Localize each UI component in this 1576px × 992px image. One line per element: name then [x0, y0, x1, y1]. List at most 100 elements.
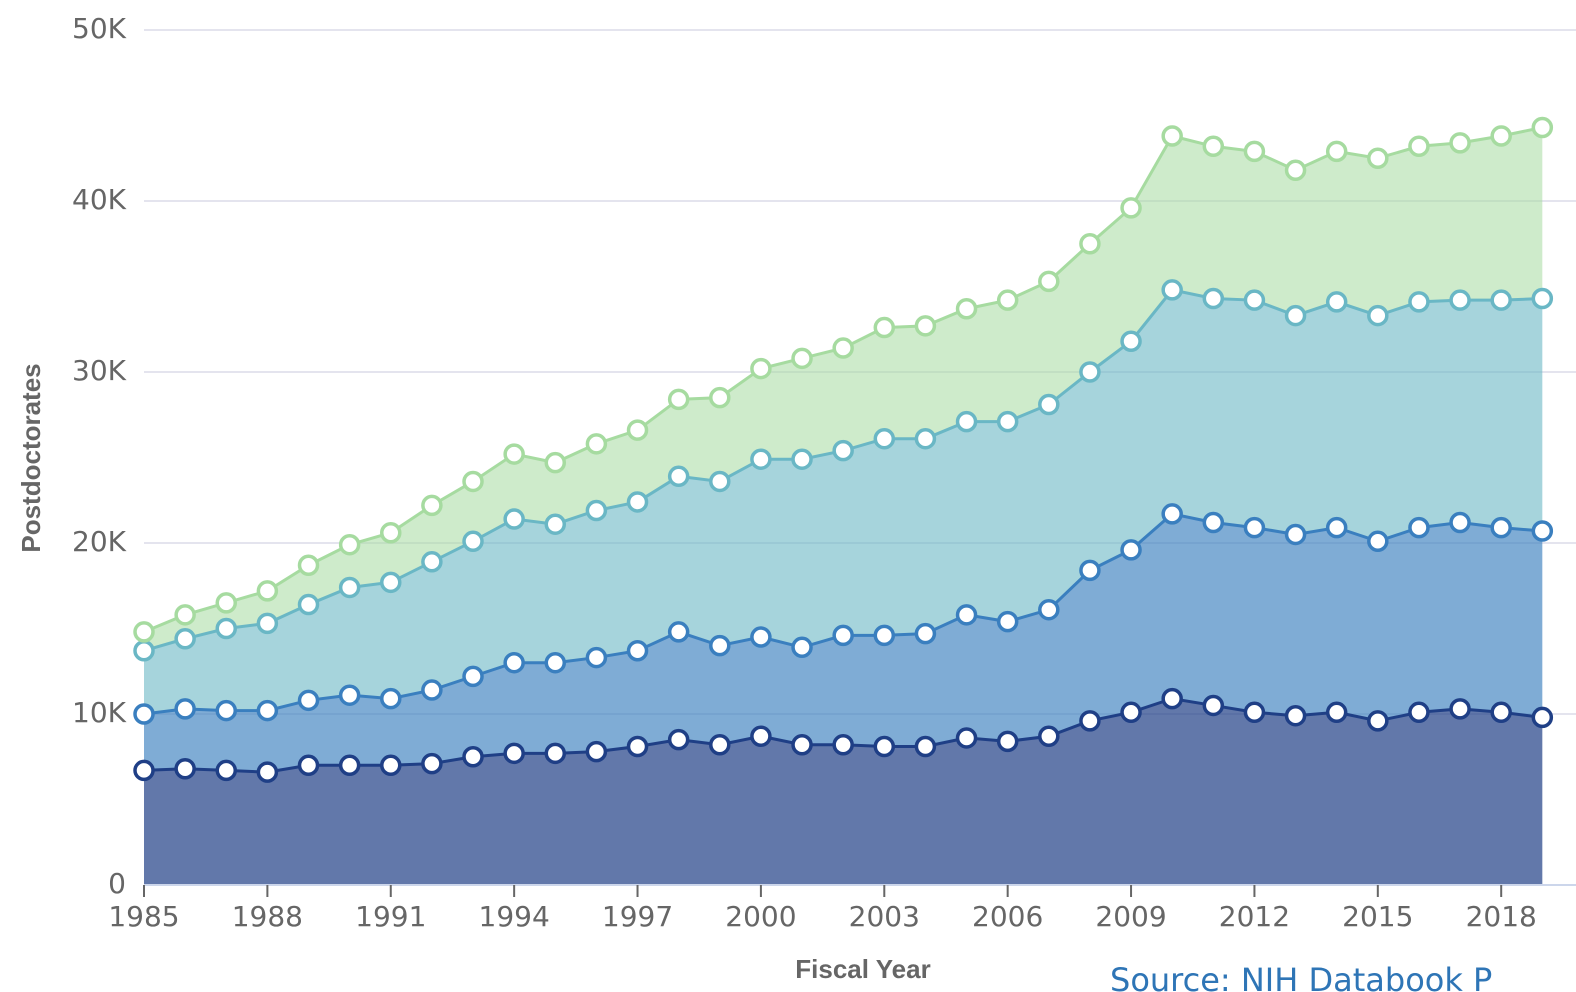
point-marker [1202, 511, 1225, 534]
point-marker [297, 754, 320, 777]
point-marker [338, 754, 361, 777]
point-marker [996, 610, 1019, 633]
point-marker [585, 433, 608, 455]
point-marker [626, 735, 649, 758]
point-marker [133, 639, 155, 662]
y-axis-title: Postdoctorates [16, 363, 46, 552]
point-marker [585, 740, 608, 763]
point-marker [544, 513, 567, 535]
point-marker [462, 530, 484, 553]
x-tick-label: 1997 [602, 900, 673, 933]
point-marker [1325, 291, 1348, 313]
point-marker [503, 651, 525, 674]
point-marker [1325, 701, 1348, 724]
x-tick-label: 1991 [355, 900, 426, 933]
point-marker [1408, 291, 1430, 313]
point-marker [544, 651, 567, 674]
y-tick-label: 0 [108, 867, 126, 900]
point-marker [380, 754, 402, 777]
point-marker [215, 759, 238, 782]
point-marker [297, 689, 320, 712]
x-tick-label: 1988 [232, 900, 303, 933]
point-marker [462, 746, 484, 768]
point-marker [709, 386, 731, 409]
point-marker [914, 735, 937, 758]
point-marker [133, 621, 155, 643]
point-marker [1490, 516, 1512, 539]
point-marker [297, 554, 320, 576]
point-marker [955, 727, 978, 749]
point-marker [832, 337, 854, 359]
point-marker [873, 624, 896, 647]
point-marker [1079, 710, 1101, 732]
point-marker [996, 289, 1019, 311]
y-tick-label: 10K [72, 696, 127, 729]
point-marker [1161, 125, 1183, 147]
point-marker [955, 410, 978, 433]
point-marker [256, 761, 279, 783]
point-marker [1120, 539, 1142, 561]
point-marker [133, 759, 155, 782]
point-marker [380, 571, 402, 594]
point-marker [750, 725, 772, 747]
area [144, 289, 1543, 714]
point-marker [750, 357, 772, 380]
point-marker [996, 730, 1019, 753]
point-marker [421, 752, 443, 775]
point-marker [791, 734, 813, 756]
point-marker [1079, 361, 1101, 383]
point-marker [215, 617, 238, 640]
x-tick-label: 2018 [1466, 900, 1537, 933]
point-marker [544, 742, 567, 765]
point-marker [709, 470, 731, 493]
point-marker [215, 699, 238, 722]
point-marker [1161, 503, 1183, 525]
point-marker [667, 621, 690, 643]
point-marker [256, 580, 279, 602]
point-marker [297, 593, 320, 616]
area [144, 698, 1543, 885]
point-marker [1325, 140, 1348, 163]
point-marker [1490, 125, 1512, 147]
point-marker [667, 465, 690, 488]
point-marker [1284, 704, 1307, 727]
point-marker [1161, 279, 1183, 301]
point-marker [1284, 523, 1307, 546]
y-tick-label: 30K [72, 354, 127, 387]
point-marker [462, 470, 484, 493]
point-marker [1284, 159, 1307, 181]
point-marker [174, 757, 196, 780]
point-marker [667, 388, 690, 411]
point-marker [1038, 270, 1060, 293]
point-marker [1449, 698, 1471, 720]
point-marker [462, 665, 484, 688]
point-marker [914, 315, 937, 337]
point-marker [1243, 701, 1266, 724]
point-marker [380, 687, 402, 710]
source-note: Source: NIH Databook P [1110, 961, 1492, 992]
x-axis-title: Fiscal Year [795, 954, 930, 984]
point-marker [1202, 287, 1225, 310]
point-marker [1079, 233, 1101, 255]
point-marker [914, 622, 937, 645]
point-marker [955, 604, 978, 626]
point-marker [832, 439, 854, 462]
point-marker [1490, 701, 1512, 724]
point-marker [1161, 687, 1183, 710]
point-marker [873, 316, 896, 339]
point-marker [1367, 147, 1389, 169]
y-tick-label: 40K [72, 183, 127, 216]
point-marker [832, 734, 854, 756]
point-marker [873, 427, 896, 450]
point-marker [1243, 289, 1266, 311]
point-marker [133, 703, 155, 725]
point-marker [1038, 598, 1060, 621]
y-tick-label: 20K [72, 525, 127, 558]
point-marker [791, 448, 813, 470]
point-marker [1120, 330, 1142, 352]
x-tick-label: 2000 [725, 900, 796, 933]
point-marker [914, 427, 937, 450]
point-marker [1531, 520, 1554, 542]
point-marker [585, 646, 608, 669]
